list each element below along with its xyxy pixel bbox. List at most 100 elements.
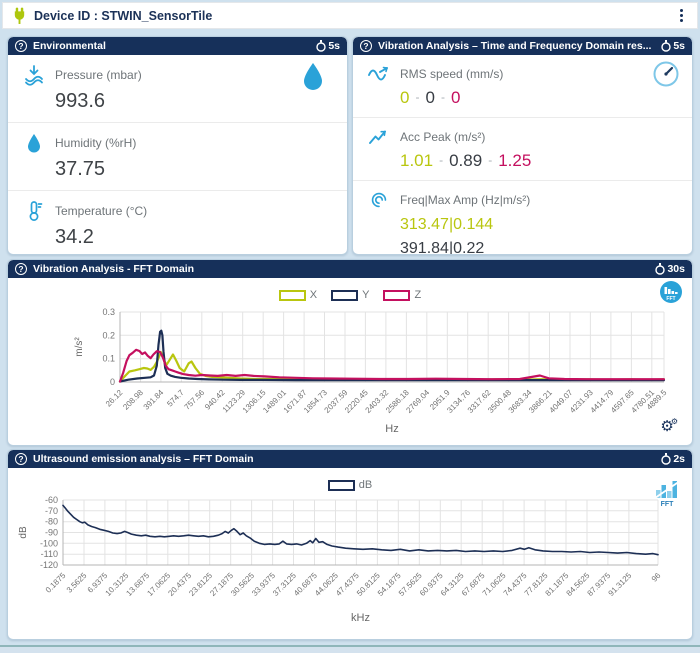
rms-speed-icon [368, 66, 388, 81]
temperature-value: 34.2 [55, 226, 94, 248]
titlebar: Device ID : STWIN_SensorTile [2, 2, 698, 29]
refresh-interval-badge: 30s [655, 263, 685, 275]
legend-swatch [327, 479, 355, 491]
refresh-interval-value: 5s [328, 40, 340, 52]
fft-legend: X Y Z [8, 289, 692, 301]
stopwatch-icon [661, 40, 672, 52]
y-tick-label: 0 [110, 377, 115, 387]
legend-swatch [331, 289, 359, 301]
legend-swatch [278, 289, 306, 301]
series-Y [118, 329, 666, 383]
footer-bar [0, 645, 700, 653]
svg-text:FFT: FFT [666, 296, 675, 302]
y-tick-label: 0.2 [102, 330, 115, 340]
acc-z-value: 1.25 [498, 151, 532, 170]
legend-item-X[interactable]: X [278, 289, 318, 301]
x-tick-label: 2769.04 [404, 388, 431, 415]
temperature-icon [29, 201, 43, 221]
y-tick-label: 0.3 [102, 307, 115, 317]
panel-ultrasound-body: FFT dB -120 -110 -100 -90 -80 -70 -60 0.1875 3.5… [8, 468, 692, 639]
x-tick-label: 208.98 [121, 388, 145, 412]
freq-max-amp-values: 313.47|0.144 391.84|0.22 182.86|0.131 [367, 213, 678, 255]
metric-rms-speed: RMS speed (mm/s) 0-0-0 [353, 55, 692, 118]
acc-y-value: 0.89 [449, 151, 483, 170]
panel-vibration-header: ? Vibration Analysis – Time and Frequenc… [353, 37, 692, 55]
help-icon[interactable]: ? [15, 263, 27, 275]
refresh-interval-value: 30s [667, 263, 685, 275]
rms-speed-values: 0-0-0 [400, 88, 461, 107]
freq-y-value: 391.84|0.22 [400, 240, 485, 255]
acc-x-value: 1.01 [400, 151, 434, 170]
panel-environmental-header: ? Environmental 5s [8, 37, 347, 55]
ultrasound-fft-chart: -120-110-100-90-80-70-600.18753.56256.93… [18, 495, 663, 624]
y-tick-label: -90 [45, 528, 58, 538]
panel-title: Environmental [33, 40, 106, 52]
y-tick-label: -110 [41, 549, 58, 559]
help-icon[interactable]: ? [360, 40, 372, 52]
fft-bars-icon: FFT [654, 480, 681, 507]
y-tick-label: -100 [40, 538, 58, 548]
y-tick-label: -80 [45, 517, 58, 527]
ultrasound-legend: dB [8, 479, 692, 491]
metric-label: RMS speed (mm/s) [400, 67, 504, 81]
legend-item-dB[interactable]: dB [327, 479, 373, 491]
frequency-icon [371, 192, 387, 208]
refresh-interval-value: 2s [673, 453, 685, 465]
metric-label: Acc Peak (m/s²) [400, 130, 486, 144]
y-axis-title: dB [18, 526, 29, 539]
panel-ultrasound-header: ? Ultrasound emission analysis – FFT Dom… [8, 450, 692, 468]
humidity-value: 37.75 [55, 158, 106, 180]
svg-text:FFT: FFT [661, 501, 675, 507]
metric-humidity: Humidity (%rH) 37.75 [8, 123, 347, 191]
panel-vibration-fft: ? Vibration Analysis - FFT Domain 30s FF… [7, 259, 693, 446]
kebab-menu-icon[interactable] [675, 6, 688, 25]
x-tick-label: 391.84 [142, 388, 166, 412]
legend-swatch [383, 289, 411, 301]
help-icon[interactable]: ? [15, 40, 27, 52]
legend-item-Z[interactable]: Z [383, 289, 421, 301]
rms-z-value: 0 [450, 88, 461, 107]
acc-peak-values: 1.01-0.89-1.25 [400, 151, 532, 170]
metric-label: Pressure (mbar) [55, 68, 142, 82]
help-icon[interactable]: ? [15, 453, 27, 465]
stopwatch-icon [661, 453, 672, 465]
legend-label: Y [362, 289, 370, 301]
pressure-icon [25, 65, 43, 86]
panel-vibration-body: RMS speed (mm/s) 0-0-0 Acc Peak (m/s²) 1… [353, 55, 692, 254]
metric-label: Temperature (°C) [55, 204, 148, 218]
water-drop-icon [304, 63, 322, 90]
y-tick-label: -120 [40, 560, 58, 570]
panel-environmental-body: Pressure (mbar) 993.6 Humidity (%rH) 37.… [8, 55, 347, 254]
series-dB [62, 504, 659, 556]
usb-plug-icon [14, 7, 25, 24]
y-tick-label: -70 [45, 506, 58, 516]
y-axis-title: m/s² [74, 337, 85, 357]
legend-label: X [309, 289, 318, 301]
x-tick-label: 757.56 [183, 388, 207, 412]
stopwatch-icon [316, 40, 327, 52]
y-tick-label: -60 [45, 495, 58, 505]
rms-y-value: 0 [425, 88, 435, 107]
settings-gear-icon[interactable]: ⚙⚙ [660, 417, 678, 435]
fft-circle-icon: FFT [660, 281, 682, 303]
metric-temperature: Temperature (°C) 34.2 [8, 191, 347, 254]
freq-x-value: 313.47|0.144 [400, 216, 494, 233]
y-tick-label: 0.1 [102, 354, 115, 364]
refresh-interval-badge: 5s [316, 40, 340, 52]
panel-vibration-fft-header: ? Vibration Analysis - FFT Domain 30s [8, 260, 692, 278]
metric-freq-max-amp: Freq|Max Amp (Hz|m/s²) 313.47|0.144 391.… [353, 181, 692, 255]
legend-label: dB [358, 479, 373, 491]
legend-label: Z [414, 289, 422, 301]
gauge-icon [653, 61, 679, 87]
stopwatch-icon [655, 263, 666, 275]
x-axis-title: kHz [351, 612, 370, 624]
refresh-interval-badge: 5s [661, 40, 685, 52]
panel-title: Vibration Analysis - FFT Domain [33, 263, 195, 275]
metric-pressure: Pressure (mbar) 993.6 [8, 55, 347, 123]
legend-item-Y[interactable]: Y [331, 289, 369, 301]
panel-title: Vibration Analysis – Time and Frequency … [378, 40, 652, 52]
series-Z [118, 348, 666, 383]
